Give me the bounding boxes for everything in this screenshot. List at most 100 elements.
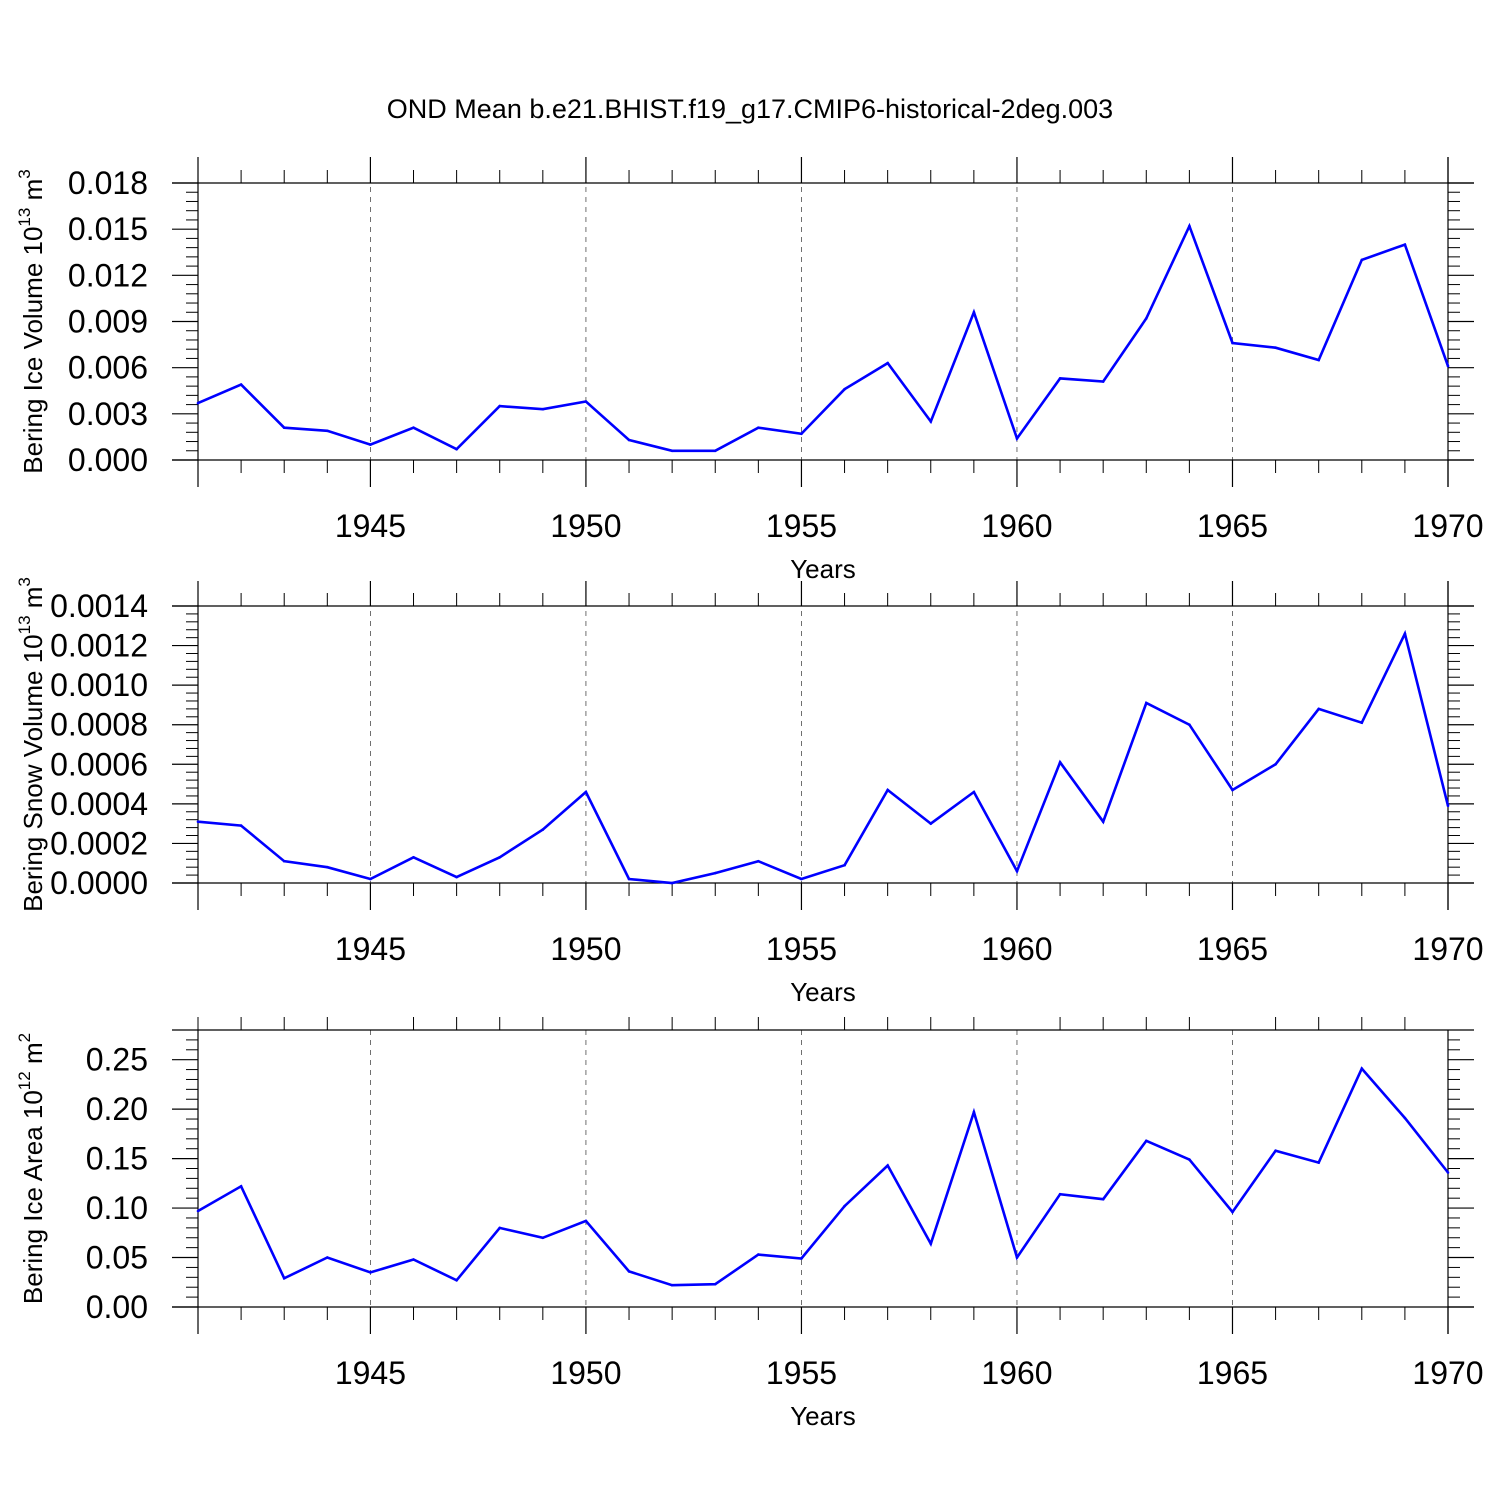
data-point (757, 859, 760, 863)
data-point (541, 1236, 545, 1240)
y-tick-label: 0.006 (68, 350, 148, 386)
data-point (843, 387, 846, 391)
y-axis-title-unit-exponent: 3 (15, 169, 34, 178)
data-point (1403, 243, 1407, 246)
data-point (1360, 721, 1364, 724)
data-point (972, 1110, 976, 1114)
data-point (627, 1270, 631, 1273)
y-tick-label: 0.000 (68, 442, 148, 478)
x-axis-title: Years (790, 977, 856, 1007)
data-point (1015, 869, 1019, 873)
data-series-line (197, 629, 1450, 885)
data-point (326, 865, 329, 869)
x-tick-label: 1955 (766, 931, 837, 967)
data-point (1058, 761, 1062, 764)
x-tick-label: 1945 (335, 931, 406, 967)
data-point (972, 311, 976, 314)
data-point (541, 407, 545, 411)
y-axis-title-unit: m (18, 1042, 48, 1071)
data-point (369, 1271, 372, 1274)
data-point (412, 426, 415, 430)
y-axis-title: Bering Ice Area 1012 m2 (15, 1033, 48, 1304)
y-tick-label: 0.0004 (50, 786, 148, 822)
y-tick-label: 0.0002 (50, 825, 148, 861)
data-point (1145, 1139, 1148, 1143)
x-tick-label: 1945 (335, 1355, 406, 1391)
data-point (1360, 1067, 1364, 1070)
y-tick-label: 0.15 (86, 1141, 148, 1177)
data-point (627, 877, 631, 881)
data-point (498, 856, 502, 859)
y-axis-title-text: Bering Ice Area 10 (18, 1090, 48, 1304)
data-point (1101, 380, 1105, 383)
data-point (1231, 1210, 1234, 1214)
data-point (1317, 1161, 1320, 1164)
data-point (498, 404, 502, 408)
chart-panel-1: 1945 1950 1955 1960 1965 1970 0.000 0.003 0.006 0… (15, 157, 1484, 584)
data-point (239, 824, 243, 827)
data-series-line (197, 1066, 1450, 1287)
data-point (670, 881, 674, 885)
x-axis-title: Years (790, 554, 856, 584)
data-point (670, 1283, 674, 1287)
chart-title: OND Mean b.e21.BHIST.f19_g17.CMIP6-histo… (387, 94, 1113, 124)
data-point (972, 790, 976, 794)
y-tick-label: 0.0008 (50, 707, 148, 743)
y-axis-title-exponent: 13 (15, 208, 34, 227)
x-tick-label: 1960 (981, 931, 1052, 967)
x-tick-label: 1950 (550, 931, 621, 967)
x-tick-label: 1955 (766, 508, 837, 544)
y-axis-title-text: Bering Ice Volume 10 (18, 227, 48, 474)
data-point (1058, 1192, 1062, 1196)
data-series-line (197, 222, 1450, 453)
data-point (800, 1257, 803, 1260)
data-point (1446, 1171, 1450, 1174)
y-axis-title-unit: m (18, 179, 48, 208)
y-axis-title-exponent: 12 (15, 1071, 34, 1090)
data-point (627, 438, 631, 442)
y-axis-title-unit: m (18, 587, 48, 616)
data-point (282, 426, 286, 430)
data-point (326, 429, 329, 433)
x-tick-label: 1965 (1197, 931, 1268, 967)
data-point (1274, 763, 1277, 766)
data-point (929, 420, 933, 423)
data-point (369, 877, 372, 881)
y-tick-label: 0.0000 (50, 865, 148, 901)
y-tick-label: 0.009 (68, 304, 148, 340)
y-axis-title-unit-exponent: 2 (15, 1033, 34, 1042)
data-point (196, 820, 200, 823)
data-point (713, 449, 717, 453)
data-point (886, 1164, 889, 1167)
y-axis-title-unit-exponent: 3 (15, 577, 34, 586)
data-point (541, 828, 545, 831)
data-point (326, 1256, 329, 1259)
x-tick-label: 1960 (981, 1355, 1052, 1391)
x-tick-label: 1970 (1412, 1355, 1483, 1391)
data-point (1446, 364, 1450, 368)
data-point (282, 1277, 286, 1280)
data-point (843, 1204, 846, 1208)
y-axis-title: Bering Ice Volume 1013 m3 (15, 169, 48, 473)
data-point (1145, 317, 1148, 320)
data-point (800, 432, 803, 436)
y-tick-label: 0.10 (86, 1190, 148, 1226)
x-axis-title: Years (790, 1401, 856, 1431)
x-tick-label: 1950 (550, 508, 621, 544)
y-tick-label: 0.20 (86, 1091, 148, 1127)
y-axis-title: Bering Snow Volume 1013 m3 (15, 577, 48, 912)
x-tick-label: 1950 (550, 1355, 621, 1391)
y-tick-label: 0.0006 (50, 746, 148, 782)
y-tick-label: 0.018 (68, 165, 148, 201)
y-tick-label: 0.05 (86, 1240, 148, 1276)
data-point (1231, 341, 1234, 345)
data-point (1274, 1149, 1277, 1152)
x-tick-label: 1945 (335, 508, 406, 544)
data-point (1317, 358, 1320, 362)
data-point (713, 871, 717, 875)
data-point (498, 1226, 502, 1230)
data-point (1403, 1116, 1407, 1120)
data-point (455, 875, 458, 879)
data-point (757, 426, 760, 430)
